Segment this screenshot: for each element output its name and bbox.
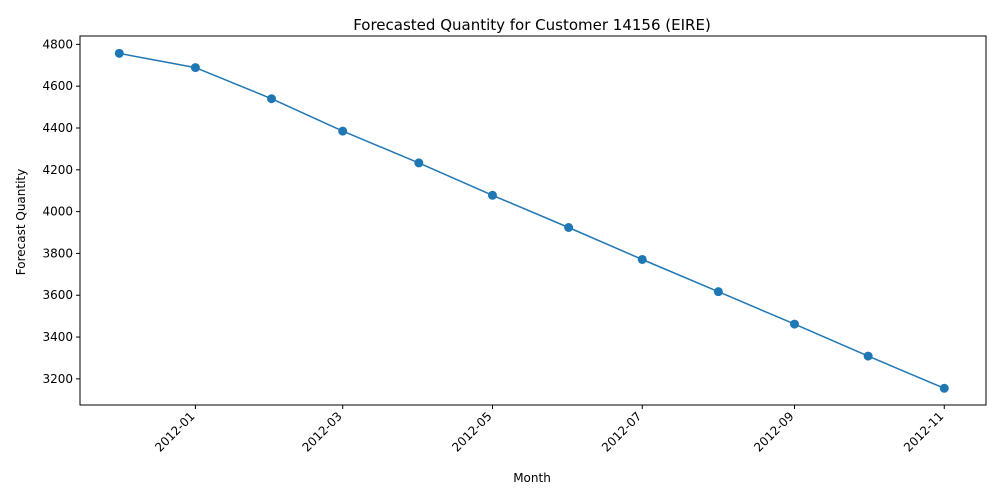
data-point [939, 383, 949, 393]
x-axis-label: Month [513, 471, 551, 485]
y-axis-label: Forecast Quantity [14, 169, 28, 275]
data-point [267, 94, 277, 104]
data-point [190, 63, 200, 73]
data-point [863, 351, 873, 361]
data-point [789, 319, 799, 329]
series-line [119, 52, 945, 389]
y-tick-label: 4800 [42, 37, 73, 51]
chart-title: Forecasted Quantity for Customer 14156 (… [353, 16, 711, 34]
plot-frame [79, 35, 987, 406]
data-point [713, 287, 723, 297]
data-point [414, 158, 424, 168]
y-tick-label: 3600 [42, 288, 73, 302]
data-point [637, 254, 647, 264]
x-tick-label: 2012-09 [751, 409, 796, 454]
y-tick-label: 3200 [42, 372, 73, 386]
x-tick-label: 2012-07 [599, 409, 644, 454]
x-tick-label: 2012-05 [449, 409, 494, 454]
plot-area: 3200 3400 3600 3800 4000 4200 4400 4600 4800 2012… [42, 35, 987, 455]
y-tick-label: 4600 [42, 79, 73, 93]
data-point [487, 190, 497, 200]
y-tick-label: 3800 [42, 246, 73, 260]
data-point [338, 126, 348, 136]
data-point [114, 48, 124, 58]
y-tick-label: 3400 [42, 330, 73, 344]
y-tick-label: 4000 [42, 205, 73, 219]
x-tick-label: 2012-11 [901, 409, 946, 454]
y-tick-label: 4200 [42, 163, 73, 177]
y-tick-label: 4400 [42, 121, 73, 135]
data-point [564, 223, 574, 233]
x-tick-label: 2012-01 [152, 409, 197, 454]
x-tick-label: 2012-03 [299, 409, 344, 454]
